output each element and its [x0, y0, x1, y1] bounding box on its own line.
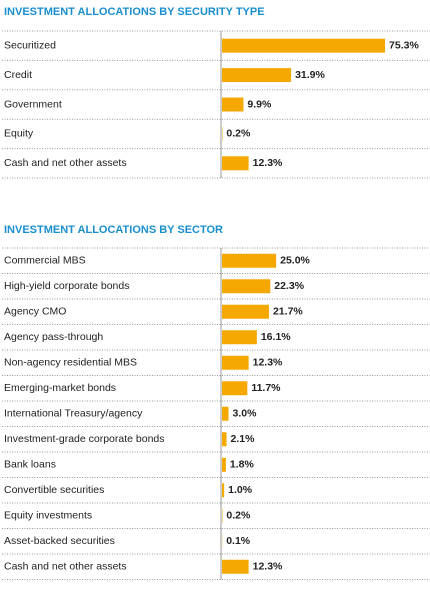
value-label: 1.8% [230, 459, 255, 471]
value-label: 0.1% [226, 535, 251, 547]
category-label: International Treasury/agency [4, 408, 143, 420]
category-label: Non-agency residential MBS [4, 357, 137, 369]
value-label: 2.1% [231, 433, 256, 445]
bar [222, 355, 249, 370]
chart-title: INVESTMENT ALLOCATIONS BY SECTOR [4, 224, 223, 236]
category-label: Emerging-market bonds [4, 382, 116, 394]
value-label: 3.0% [232, 408, 257, 420]
bar [222, 559, 249, 574]
category-label: Equity investments [4, 510, 92, 522]
bar [222, 381, 248, 396]
bar [222, 97, 244, 112]
category-label: Equity [4, 128, 34, 140]
value-label: 9.9% [247, 98, 272, 110]
chart-title: INVESTMENT ALLOCATIONS BY SECURITY TYPE [4, 6, 265, 18]
bar [222, 253, 277, 268]
bar [222, 483, 225, 498]
category-label: Convertible securities [4, 484, 104, 496]
category-label: Agency pass-through [4, 331, 103, 343]
value-label: 75.3% [389, 39, 419, 51]
bar [222, 279, 271, 294]
category-label: Investment-grade corporate bonds [4, 433, 165, 445]
category-label: Cash and net other assets [4, 157, 127, 169]
bar [222, 38, 386, 53]
value-label: 25.0% [280, 255, 310, 267]
value-label: 16.1% [261, 331, 291, 343]
bar [222, 156, 249, 171]
value-label: 21.7% [273, 306, 303, 318]
value-label: 12.3% [253, 561, 283, 573]
value-label: 22.3% [274, 280, 304, 292]
bar [222, 68, 292, 83]
bar [222, 406, 229, 421]
value-label: 0.2% [226, 128, 251, 140]
category-label: Bank loans [4, 459, 56, 471]
category-label: Cash and net other assets [4, 561, 127, 573]
bar [222, 457, 226, 472]
bar [222, 304, 269, 319]
value-label: 12.3% [253, 157, 283, 169]
category-label: Commercial MBS [4, 255, 86, 267]
category-label: Asset-backed securities [4, 535, 115, 547]
bar [222, 432, 227, 447]
value-label: 11.7% [251, 382, 281, 394]
category-label: Agency CMO [4, 306, 66, 318]
category-label: Securitized [4, 39, 56, 51]
bar [222, 330, 257, 345]
category-label: Credit [4, 69, 32, 81]
value-label: 31.9% [295, 69, 325, 81]
category-label: High-yield corporate bonds [4, 280, 130, 292]
value-label: 12.3% [253, 357, 283, 369]
category-label: Government [4, 98, 62, 110]
value-label: 0.2% [226, 510, 251, 522]
value-label: 1.0% [228, 484, 253, 496]
